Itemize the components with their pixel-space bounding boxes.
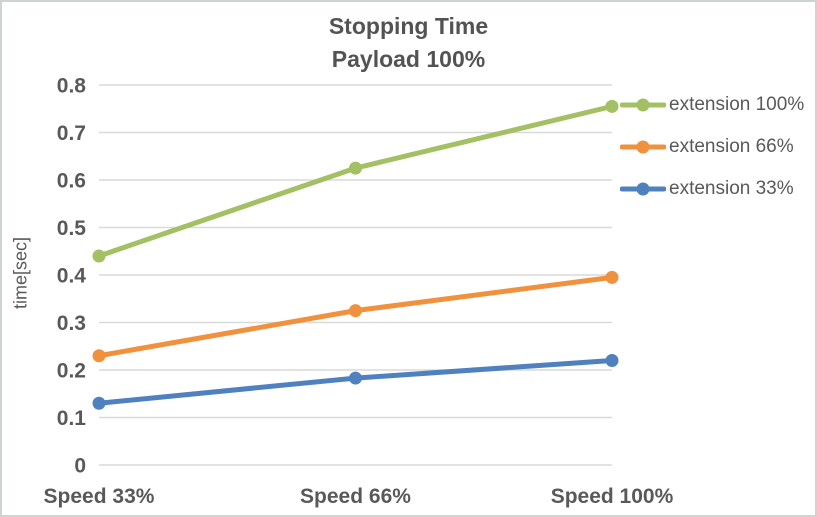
legend-item: extension 100%	[620, 94, 804, 116]
legend-line-marker-icon	[620, 98, 666, 112]
chart-title: Stopping Time Payload 100%	[2, 10, 815, 76]
legend-line-marker-icon	[620, 140, 666, 154]
series-line	[96, 103, 615, 259]
y-tick-label: 0.5	[57, 217, 87, 240]
legend-item: extension 33%	[620, 178, 804, 200]
y-tick-label: 0.7	[57, 122, 86, 145]
y-tick-label: 0.2	[57, 360, 86, 383]
x-tick-label: Speed 100%	[551, 485, 674, 508]
legend-label: extension 100%	[669, 94, 805, 115]
legend-line-marker-icon	[620, 182, 666, 196]
y-tick-label: 0.6	[57, 170, 86, 193]
legend-label: extension 66%	[669, 136, 794, 157]
data-point-marker	[92, 349, 106, 363]
legend: extension 100% extension 66% extension 33%	[620, 94, 804, 200]
legend-label: extension 33%	[669, 178, 794, 199]
chart-title-line1: Stopping Time	[328, 13, 489, 39]
y-tick-label: 0.3	[57, 312, 86, 335]
data-point-marker	[349, 304, 362, 318]
x-tick-label: Speed 33%	[44, 485, 155, 508]
y-tick-label: 0.8	[57, 75, 87, 98]
legend-item: extension 66%	[620, 136, 804, 158]
data-point-marker	[605, 270, 619, 284]
y-tick-label: 0.4	[57, 265, 87, 288]
data-point-marker	[349, 161, 362, 175]
data-point-marker	[605, 354, 619, 367]
data-point-marker	[92, 249, 106, 263]
y-tick-label: 0	[74, 455, 86, 478]
y-tick-label: 0.1	[57, 407, 87, 430]
data-point-marker	[92, 396, 106, 410]
x-tick-label: Speed 66%	[300, 485, 411, 508]
data-point-marker	[349, 371, 362, 385]
data-point-marker	[605, 99, 619, 113]
chart-title-line2: Payload 100%	[331, 46, 486, 72]
